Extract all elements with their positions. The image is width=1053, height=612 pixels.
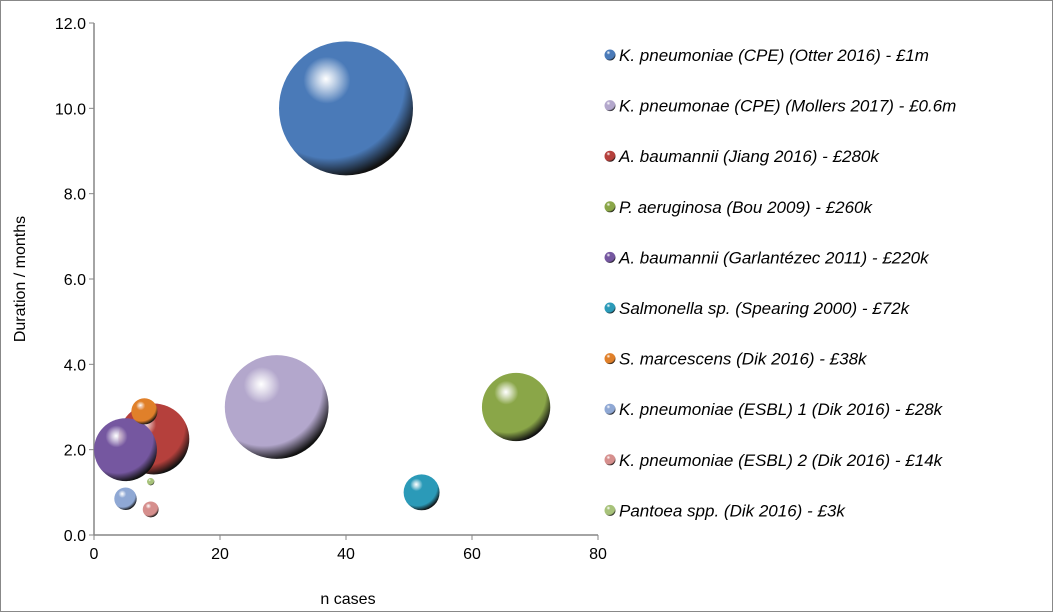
bubble-3[interactable] bbox=[481, 372, 551, 442]
x-tick-label: 20 bbox=[211, 546, 229, 563]
legend-label-9: Pantoea spp. (Dik 2016) - £3k bbox=[619, 501, 846, 520]
x-tick-label: 0 bbox=[90, 546, 99, 563]
y-tick-label: 8.0 bbox=[64, 187, 86, 204]
legend-label-6: S. marcescens (Dik 2016) - £38k bbox=[619, 350, 868, 369]
bubble-0[interactable] bbox=[279, 41, 413, 176]
legend-marker-0 bbox=[604, 49, 616, 61]
bubble-9[interactable] bbox=[147, 477, 155, 486]
y-tick-label: 12.0 bbox=[55, 16, 86, 33]
bubble-7[interactable] bbox=[114, 487, 137, 510]
y-axis-title: Duration / months bbox=[12, 216, 29, 342]
legend-marker-7 bbox=[604, 403, 616, 415]
legend-label-3: P. aeruginosa (Bou 2009) - £260k bbox=[619, 198, 873, 217]
legend-label-4: A. baumannii (Garlantézec 2011) - £220k bbox=[618, 248, 930, 267]
bubble-6[interactable] bbox=[131, 398, 158, 425]
y-tick-label: 0.0 bbox=[64, 528, 86, 545]
x-tick-label: 60 bbox=[463, 546, 481, 563]
legend-label-7: K. pneumoniae (ESBL) 1 (Dik 2016) - £28k bbox=[619, 400, 944, 419]
x-tick-label: 80 bbox=[589, 546, 607, 563]
legend-marker-6 bbox=[604, 353, 616, 365]
legend-marker-5 bbox=[604, 302, 616, 314]
legend-label-0: K. pneumoniae (CPE) (Otter 2016) - £1m bbox=[619, 46, 929, 65]
legend-label-5: Salmonella sp. (Spearing 2000) - £72k bbox=[619, 299, 911, 318]
bubble-8[interactable] bbox=[142, 501, 159, 518]
y-tick-label: 6.0 bbox=[64, 272, 86, 289]
x-axis-title: n cases bbox=[320, 591, 375, 608]
bubble-1[interactable] bbox=[224, 355, 329, 459]
bubble-5[interactable] bbox=[403, 474, 440, 511]
legend-label-8: K. pneumoniae (ESBL) 2 (Dik 2016) - £14k bbox=[619, 451, 944, 470]
legend-marker-9 bbox=[604, 504, 616, 516]
legend-marker-3 bbox=[604, 201, 616, 213]
legend-marker-4 bbox=[604, 251, 616, 263]
legend-marker-8 bbox=[604, 454, 616, 466]
legend-marker-1 bbox=[604, 100, 616, 112]
y-tick-label: 10.0 bbox=[55, 101, 86, 118]
x-tick-label: 40 bbox=[337, 546, 355, 563]
legend-label-1: K. pneumonae (CPE) (Mollers 2017) - £0.6… bbox=[619, 97, 956, 116]
legend-label-2: A. baumannii (Jiang 2016) - £280k bbox=[618, 147, 880, 166]
legend-marker-2 bbox=[604, 150, 616, 162]
y-tick-label: 4.0 bbox=[64, 357, 86, 374]
y-tick-label: 2.0 bbox=[64, 443, 86, 460]
legend: K. pneumoniae (CPE) (Otter 2016) - £1m K.… bbox=[604, 46, 956, 520]
bubble-4[interactable] bbox=[94, 418, 157, 482]
